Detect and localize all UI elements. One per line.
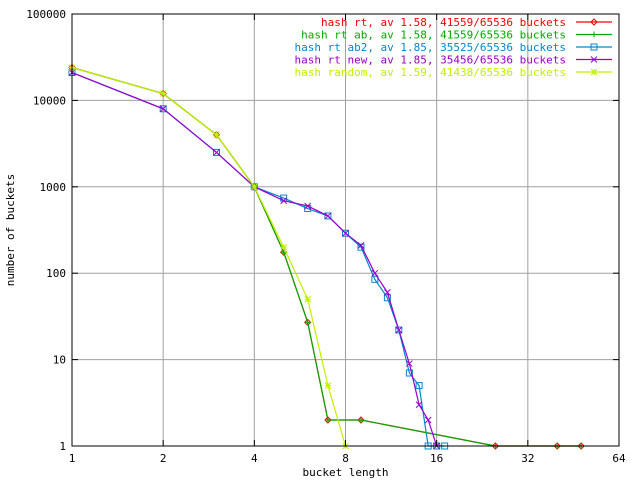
legend-item: hash rt, av 1.58, 41559/65536 buckets [321,16,612,29]
data-point [384,289,391,296]
series-3 [68,69,449,450]
series-1 [68,63,585,450]
data-point [304,319,311,326]
data-point [213,131,220,139]
series-line [71,66,582,447]
y-tick-label: 10 [53,354,66,367]
data-point [383,294,391,302]
x-tick-label: 64 [612,452,626,465]
x-tick-label: 8 [342,452,349,465]
data-point [357,243,365,251]
legend-marker [590,68,598,76]
data-point [371,275,379,283]
data-point [324,212,332,220]
legend-marker [590,56,598,63]
legend: hash rt, av 1.58, 41559/65536 bucketshas… [294,16,612,79]
x-tick-label: 4 [251,452,258,465]
data-point [405,369,413,377]
series-line [71,66,347,447]
data-point [213,149,220,156]
legend-marker [590,43,598,51]
series-line [71,72,445,447]
legend-label: hash rt ab, av 1.58, 41559/65536 buckets [301,29,566,42]
data-point [324,382,332,389]
grid-lines [72,14,619,446]
data-point [159,105,167,113]
y-tick-label: 100000 [26,8,66,21]
x-tick-label: 16 [430,452,443,465]
y-tick-label: 1 [59,440,66,453]
y-tick-label: 10000 [33,94,66,107]
data-point [371,269,379,277]
data-point [159,105,167,113]
data-point [395,326,403,334]
data-point [324,416,331,423]
legend-item: hash rt ab, av 1.58, 41559/65536 buckets [301,29,612,42]
y-tick-label: 1000 [40,181,67,194]
series-lines [68,63,585,450]
x-tick-label: 2 [160,452,167,465]
series-2 [69,64,585,449]
data-point [342,229,349,237]
y-tick-label: 100 [46,267,66,280]
x-axis-label: bucket length [302,466,388,479]
y-axis-label: number of buckets [4,174,17,287]
data-point [250,183,258,191]
data-point [280,243,288,251]
data-point [304,202,312,210]
data-point [212,148,220,156]
x-tick-label: 1 [69,452,76,465]
data-point [357,416,364,423]
series-5 [68,64,349,450]
series-line [71,72,438,447]
x-tick-label: 32 [521,452,534,465]
data-point [406,360,413,367]
legend-marker [591,31,597,38]
legend-item: hash rt ab2, av 1.85, 35525/65536 bucket… [294,41,612,54]
legend-marker [590,18,598,26]
legend-label: hash rt ab2, av 1.85, 35525/65536 bucket… [294,41,566,54]
data-point [342,229,349,237]
data-point [424,416,432,424]
data-point [324,212,332,220]
data-point [395,326,403,334]
data-point [357,242,365,249]
data-point [280,197,288,205]
data-point [415,401,423,409]
series-line [71,66,582,447]
data-point [415,382,423,390]
legend-label: hash rt new, av 1.85, 35456/65536 bucket… [294,54,566,67]
data-point [304,295,312,303]
data-point [159,90,167,97]
legend-label: hash rt, av 1.58, 41559/65536 buckets [321,16,566,29]
legend-label: hash random, av 1.59, 41438/65536 bucket… [294,66,566,79]
legend-item: hash random, av 1.59, 41438/65536 bucket… [294,66,612,79]
legend-item: hash rt new, av 1.85, 35456/65536 bucket… [294,54,612,67]
axis-ticks: 1 2 4 8 16 32 64 1 10 100 1000 10000 100000 [26,8,626,465]
